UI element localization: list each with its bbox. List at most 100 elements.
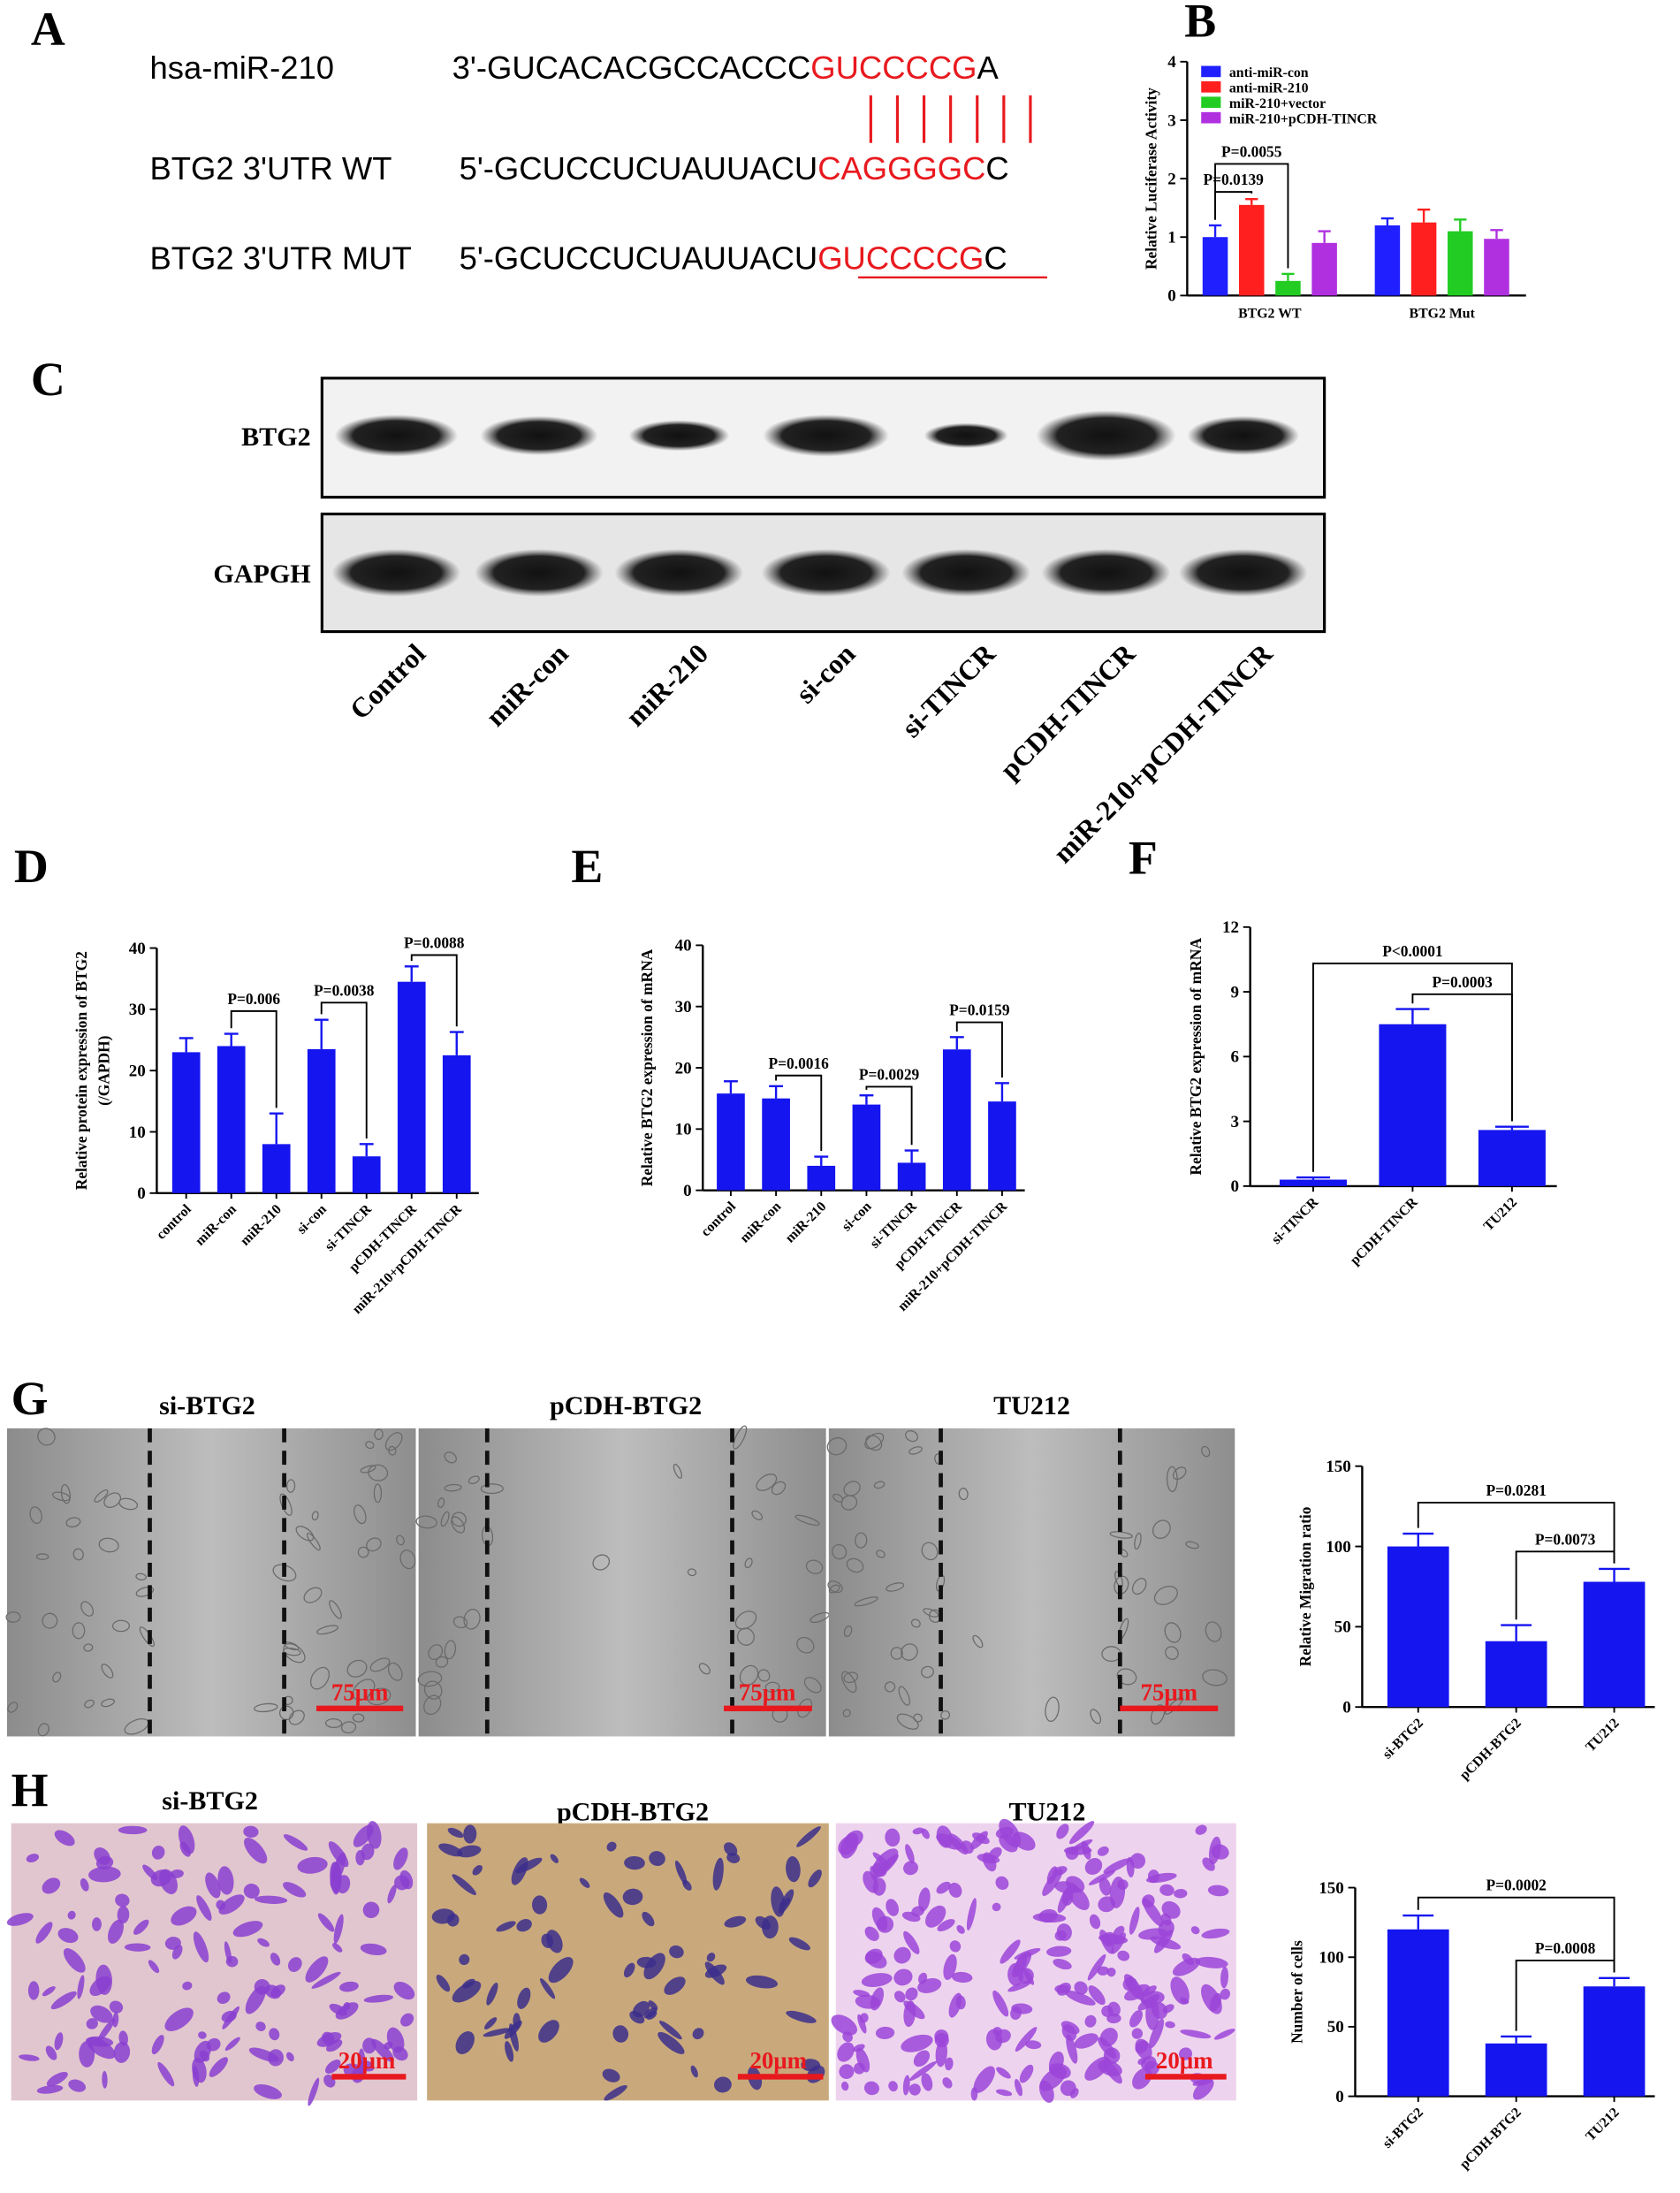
legend-swatch: [1201, 96, 1221, 109]
cell: [1012, 1831, 1036, 1851]
error-bar: [814, 1155, 829, 1166]
x-tick-label: miR-210: [238, 1202, 285, 1249]
cell: [309, 1666, 331, 1690]
cell: [726, 1853, 741, 1863]
cell: [451, 1511, 467, 1527]
cell: [642, 1911, 655, 1927]
cell: [60, 1483, 71, 1504]
y-tick-label: 3: [1230, 1113, 1239, 1131]
cell: [1074, 2033, 1098, 2049]
cell: [771, 1481, 787, 1496]
cell: [1111, 1932, 1126, 1954]
cell: [367, 1687, 391, 1706]
cell: [888, 2081, 898, 2092]
cell: [1023, 1968, 1035, 1985]
cell: [269, 2028, 280, 2041]
micrograph: [6, 1428, 416, 1737]
cell: [1015, 2027, 1038, 2052]
cell: [1054, 1984, 1070, 1994]
cell: [921, 1665, 934, 1679]
cell: [796, 1826, 821, 1847]
seq-label: BTG2 3'UTR MUT: [150, 240, 412, 276]
cell: [1195, 1956, 1228, 1968]
cell: [50, 1991, 77, 2010]
cell: [257, 1938, 270, 1947]
western-blot: BTG2 GAPGH Control miR-con miR-210 si-con si…: [213, 377, 1327, 869]
micrograph-title: si-BTG2: [162, 1786, 258, 1816]
cell: [1131, 2028, 1144, 2039]
cell: [517, 1987, 531, 2009]
cell: [322, 2031, 335, 2045]
cell: [254, 2083, 282, 2099]
cell: [936, 1881, 951, 1894]
cell: [452, 1616, 468, 1629]
cell: [1101, 2005, 1114, 2017]
annotation: P=0.0073: [1535, 1530, 1596, 1548]
cell: [602, 2068, 620, 2083]
legend-swatch: [1201, 80, 1221, 93]
cell: [826, 1437, 848, 1456]
cell: [346, 1659, 368, 1678]
cell: [1074, 1981, 1088, 1995]
cell: [27, 1981, 40, 2000]
cell: [159, 1869, 178, 1894]
cell: [903, 1930, 920, 1954]
cell: [1164, 1622, 1182, 1643]
cell: [831, 2014, 858, 2036]
micrograph-title: TU212: [993, 1390, 1070, 1420]
y-tick-label: 0: [137, 1184, 145, 1203]
seq-prefix: 3'-GUCACACGCCACCC: [452, 49, 811, 86]
blot-lane-label: Control: [344, 638, 431, 726]
x-tick-label: si-TINCR: [1269, 1194, 1322, 1247]
cell: [612, 2025, 629, 2043]
x-tick-label: pCDH-BTG2: [1457, 2105, 1524, 2172]
bar: [1275, 280, 1301, 296]
panel-letter: G: [11, 1372, 49, 1425]
cell: [1113, 1925, 1125, 1938]
bracket: [775, 1074, 823, 1152]
error-bar: [1490, 229, 1503, 240]
cell: [368, 1464, 389, 1481]
error-bar: [1417, 208, 1431, 223]
cell: [704, 1961, 725, 1985]
cell: [423, 1694, 442, 1716]
cell: [111, 1619, 130, 1633]
cell: [205, 1872, 221, 1899]
cell: [133, 1919, 149, 1935]
cell: [794, 1514, 820, 1527]
cell: [463, 1609, 481, 1630]
cell: [440, 1511, 450, 1527]
cell: [94, 1489, 109, 1503]
cell: [863, 2081, 879, 2096]
cell: [1129, 2009, 1143, 2028]
cell: [217, 1991, 231, 2005]
cell: [1166, 1466, 1178, 1493]
cell: [857, 2014, 867, 2034]
panel-letter: E: [571, 840, 603, 893]
band: [1036, 410, 1176, 461]
cell: [871, 1907, 888, 1931]
cell: [1046, 1866, 1058, 1885]
cell: [1205, 1621, 1222, 1642]
cell: [97, 2018, 116, 2043]
cell: [532, 1895, 548, 1915]
error-bar: [1494, 1125, 1529, 1131]
cell: [842, 1709, 851, 1717]
annotation: P=0.006: [227, 990, 280, 1008]
cell: [283, 1882, 307, 1898]
y-axis-label: Relative Luciferase Activity: [1143, 88, 1160, 270]
cell: [1014, 2078, 1022, 2097]
cell: [101, 1664, 114, 1679]
cell: [949, 1940, 962, 1953]
error-bar: [449, 1031, 464, 1055]
cell: [1151, 1704, 1166, 1725]
scale-label: 75μm: [331, 1679, 389, 1705]
y-tick-label: 0: [1342, 1699, 1351, 1717]
cell: [51, 1491, 71, 1502]
cell: [982, 1852, 997, 1872]
error-bar: [995, 1082, 1009, 1102]
cell: [86, 2018, 98, 2029]
cell: [918, 1972, 928, 1984]
error-bar: [1501, 2035, 1532, 2044]
